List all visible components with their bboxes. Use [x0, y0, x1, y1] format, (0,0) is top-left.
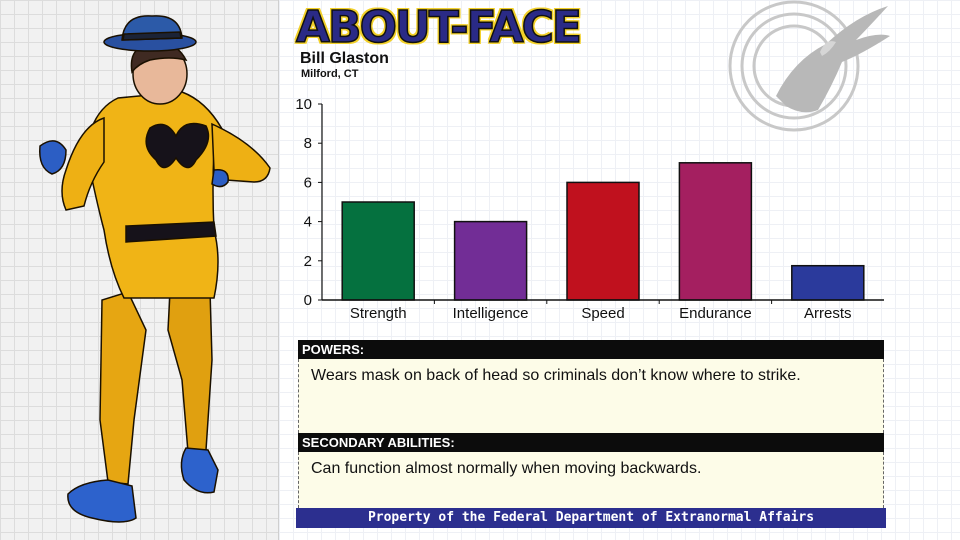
bars-group	[341, 162, 865, 301]
y-tick-label: 0	[304, 292, 312, 309]
bar-strength	[341, 201, 415, 301]
powers-text: Wears mask on back of head so criminals …	[311, 367, 801, 384]
y-tick-label: 2	[304, 253, 312, 270]
y-tick-label: 4	[304, 214, 312, 231]
eagle-emblem-icon	[728, 0, 890, 132]
hero-name: Bill Glaston	[300, 50, 389, 67]
x-tick-label: Speed	[581, 305, 624, 322]
bar-endurance	[678, 162, 753, 301]
y-axis-ticks: 0 2 4 6 8 10	[295, 96, 322, 309]
secondary-abilities-heading: SECONDARY ABILITIES:	[298, 433, 884, 452]
secondary-abilities-text: Can function almost normally when moving…	[311, 460, 702, 477]
y-tick-label: 8	[304, 135, 312, 152]
hero-location: Milford, CT	[301, 68, 359, 80]
powers-box: Wears mask on back of head so criminals …	[298, 359, 884, 433]
y-tick-label: 10	[295, 96, 312, 113]
x-axis-labels: Strength Intelligence Speed Endurance Arrest…	[350, 300, 852, 322]
hero-title: ABOUT-FACE	[295, 2, 582, 53]
x-tick-label: Arrests	[804, 305, 852, 322]
hero-figure-illustration	[39, 15, 271, 523]
secondary-abilities-box: Can function almost normally when moving…	[298, 452, 884, 508]
x-tick-label: Endurance	[679, 305, 752, 322]
bar-intelligence	[453, 220, 528, 301]
x-tick-label: Intelligence	[453, 305, 529, 322]
powers-heading: POWERS:	[298, 340, 884, 359]
stats-bar-chart: 0 2 4 6 8 10 Strength Intelligence Speed Enduran…	[295, 96, 884, 322]
bar-speed	[566, 181, 640, 301]
footer-banner: Property of the Federal Department of Ex…	[296, 508, 886, 528]
x-tick-label: Strength	[350, 305, 407, 322]
bar-arrests	[791, 264, 865, 301]
y-tick-label: 6	[304, 174, 312, 191]
